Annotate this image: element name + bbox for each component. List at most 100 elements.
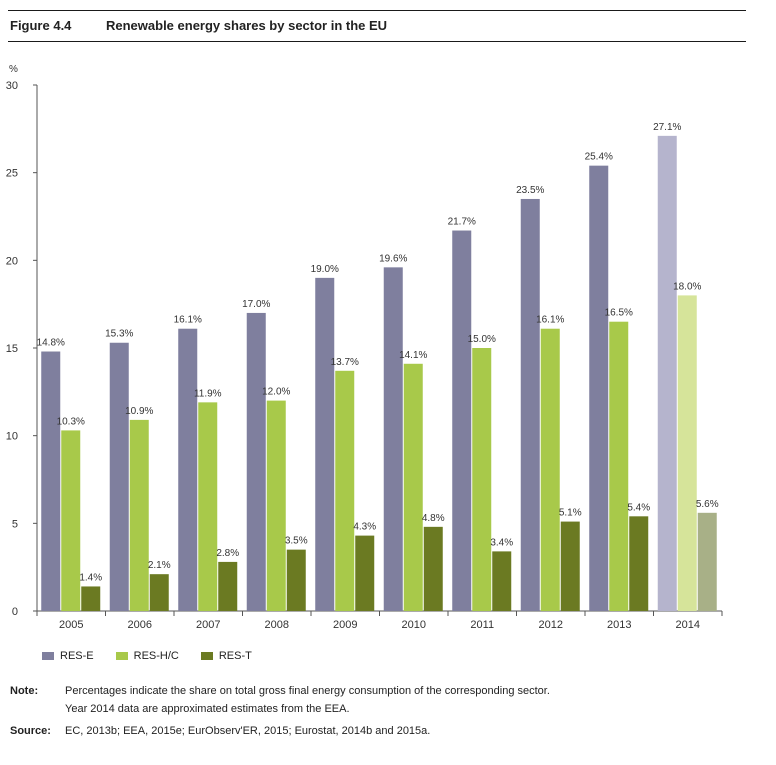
bar-data-label: 19.6% — [379, 253, 407, 264]
y-tick-label: 20 — [6, 255, 18, 267]
bar-data-label: 1.4% — [79, 572, 102, 583]
bar — [540, 328, 560, 611]
y-tick-label: 30 — [6, 80, 18, 92]
y-axis-unit-label: % — [9, 64, 18, 75]
bar — [129, 419, 149, 611]
bar — [266, 400, 286, 611]
bar — [492, 551, 512, 611]
bar — [198, 402, 218, 611]
bar-data-label: 13.7% — [331, 357, 359, 368]
figure-label: Figure 4.4 — [10, 18, 72, 33]
bar-data-label: 4.8% — [422, 513, 445, 524]
bar-data-label: 15.0% — [468, 334, 496, 345]
bar — [697, 512, 717, 611]
y-tick-label: 25 — [6, 168, 18, 180]
x-tick-label: 2011 — [470, 619, 494, 631]
bar — [315, 277, 335, 611]
legend-label-res-e: RES-E — [60, 650, 94, 662]
bar — [403, 363, 423, 611]
bar — [472, 348, 492, 611]
bar-data-label: 16.1% — [536, 315, 564, 326]
figure-title: Renewable energy shares by sector in the… — [106, 18, 388, 33]
bar-data-label: 16.1% — [174, 315, 202, 326]
legend-swatch-res-e — [42, 652, 54, 660]
bar-data-label: 14.8% — [37, 338, 65, 349]
source-label: Source: — [10, 725, 51, 737]
bar-data-label: 25.4% — [585, 152, 613, 163]
note-label: Note: — [10, 685, 39, 697]
bar-data-label: 19.0% — [311, 264, 339, 275]
bar-data-label: 10.3% — [57, 416, 85, 427]
notes-section: Note: Percentages indicate the share on … — [10, 684, 550, 746]
source-text: EC, 2013b; EEA, 2015e; EurObserv'ER, 201… — [65, 725, 431, 737]
bar — [109, 342, 129, 611]
bar — [149, 574, 169, 611]
bar-data-label: 23.5% — [516, 185, 544, 196]
note-line-2: Year 2014 data are approximated estimate… — [65, 703, 350, 715]
bar-data-label: 10.9% — [125, 406, 153, 417]
bar-data-label: 5.6% — [696, 499, 719, 510]
note-row: Note: Percentages indicate the share on … — [10, 684, 550, 698]
bar-data-label: 14.1% — [399, 350, 427, 361]
bar — [657, 135, 677, 611]
bar-data-label: 15.3% — [105, 329, 133, 340]
legend-swatch-res-hc — [115, 652, 128, 660]
bar — [61, 430, 81, 611]
bar-data-label: 2.1% — [148, 560, 171, 571]
bar-data-label: 11.9% — [194, 388, 222, 399]
bar-data-label: 5.1% — [559, 508, 582, 519]
bar — [41, 351, 61, 611]
chart-legend: RES-E RES-H/C RES-T — [42, 650, 252, 662]
bar-data-label: 17.0% — [242, 299, 270, 310]
bar — [81, 586, 101, 611]
figure-header: Figure 4.4 Renewable energy shares by se… — [8, 10, 746, 42]
legend-label-res-hc: RES-H/C — [133, 650, 179, 662]
x-tick-label: 2008 — [265, 619, 289, 631]
x-tick-label: 2005 — [59, 619, 83, 631]
bar-data-label: 16.5% — [605, 308, 633, 319]
bar — [589, 165, 609, 612]
legend-item-res-t: RES-T — [200, 650, 252, 662]
bar — [520, 198, 540, 611]
legend-label-res-t: RES-T — [218, 650, 252, 662]
bar — [246, 312, 266, 611]
bar — [423, 526, 443, 611]
bar — [609, 321, 629, 611]
bar-data-label: 21.7% — [448, 217, 476, 228]
bar — [629, 516, 649, 611]
x-tick-label: 2013 — [607, 619, 631, 631]
source-row: Source: EC, 2013b; EEA, 2015e; EurObserv… — [10, 724, 550, 738]
y-tick-label: 15 — [6, 343, 18, 355]
bar-data-label: 3.4% — [490, 537, 513, 548]
bar-data-label: 18.0% — [673, 281, 701, 292]
note-line-1: Percentages indicate the share on total … — [65, 685, 550, 697]
bar — [218, 561, 238, 611]
bar — [452, 230, 472, 611]
bar — [286, 549, 306, 611]
legend-item-res-hc: RES-H/C — [115, 650, 179, 662]
bar-data-label: 12.0% — [262, 387, 290, 398]
bar-data-label: 4.3% — [353, 522, 376, 533]
bar-data-label: 2.8% — [216, 548, 239, 559]
x-tick-label: 2010 — [402, 619, 426, 631]
y-tick-label: 5 — [12, 518, 18, 530]
bar — [560, 521, 580, 611]
bar-data-label: 3.5% — [285, 536, 308, 547]
x-tick-label: 2009 — [333, 619, 357, 631]
x-tick-label: 2007 — [196, 619, 220, 631]
bar-data-label: 5.4% — [627, 502, 650, 513]
bar — [355, 535, 375, 611]
bar — [677, 295, 697, 611]
bar-chart: % 0 5 10 15 20 25 30 2005 2006 2007 2008 2009 2010 201… — [6, 64, 723, 631]
legend-item-res-e: RES-E — [42, 650, 94, 662]
bar — [178, 328, 198, 611]
bar — [335, 370, 355, 611]
bar — [383, 267, 403, 611]
x-tick-label: 2014 — [676, 619, 700, 631]
bar-data-label: 27.1% — [653, 122, 681, 133]
y-tick-label: 0 — [12, 606, 18, 618]
x-tick-label: 2012 — [539, 619, 563, 631]
x-tick-label: 2006 — [128, 619, 152, 631]
y-tick-label: 10 — [6, 431, 18, 443]
legend-swatch-res-t — [200, 652, 213, 660]
